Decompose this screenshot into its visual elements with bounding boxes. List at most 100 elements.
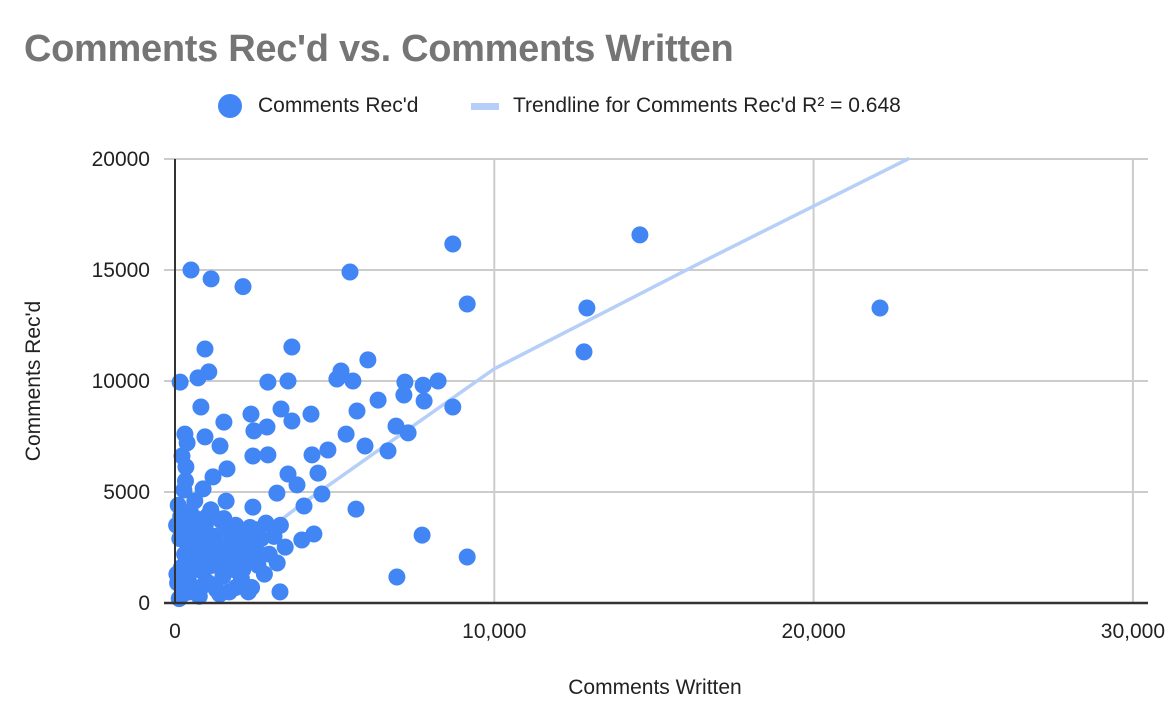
data-point[interactable] xyxy=(276,538,294,556)
data-point[interactable] xyxy=(444,398,462,416)
x-tick-label: 30,000 xyxy=(1101,620,1165,643)
y-tick-label: 10000 xyxy=(92,370,150,393)
data-point[interactable] xyxy=(341,263,359,281)
data-point[interactable] xyxy=(578,299,596,317)
data-point[interactable] xyxy=(279,372,297,390)
data-point[interactable] xyxy=(196,428,214,446)
data-point[interactable] xyxy=(239,583,257,601)
data-point[interactable] xyxy=(182,261,200,279)
data-point[interactable] xyxy=(194,480,212,498)
data-point[interactable] xyxy=(344,372,362,390)
data-point[interactable] xyxy=(211,585,229,603)
data-point[interactable] xyxy=(184,525,202,543)
axes xyxy=(164,159,1148,605)
data-point[interactable] xyxy=(217,492,235,510)
data-point[interactable] xyxy=(215,510,233,528)
data-point[interactable] xyxy=(198,507,216,525)
data-point[interactable] xyxy=(186,492,204,510)
chart-legend: Comments Rec'd Trendline for Comments Re… xyxy=(0,94,1176,124)
data-point[interactable] xyxy=(319,441,337,459)
y-tick-label: 5000 xyxy=(103,481,150,504)
data-point[interactable] xyxy=(356,437,374,455)
data-point[interactable] xyxy=(255,565,273,583)
y-axis-title: Comments Rec'd xyxy=(22,300,45,462)
data-point[interactable] xyxy=(347,500,365,518)
data-point[interactable] xyxy=(302,405,320,423)
data-point[interactable] xyxy=(202,270,220,288)
data-point[interactable] xyxy=(288,476,306,494)
data-point[interactable] xyxy=(271,583,289,601)
data-point[interactable] xyxy=(379,442,397,460)
data-point[interactable] xyxy=(207,545,225,563)
legend-item-series[interactable]: Comments Rec'd xyxy=(218,94,418,118)
data-point[interactable] xyxy=(268,484,286,502)
data-point[interactable] xyxy=(348,402,366,420)
data-point[interactable] xyxy=(413,526,431,544)
y-tick-label: 0 xyxy=(138,592,150,615)
data-point[interactable] xyxy=(395,386,413,404)
data-point[interactable] xyxy=(180,583,198,601)
data-point[interactable] xyxy=(309,464,327,482)
data-point[interactable] xyxy=(177,458,195,476)
data-point[interactable] xyxy=(258,418,276,436)
data-point[interactable] xyxy=(168,565,186,583)
data-point[interactable] xyxy=(196,340,214,358)
data-point[interactable] xyxy=(218,460,236,478)
data-point[interactable] xyxy=(234,278,252,296)
data-point[interactable] xyxy=(575,343,593,361)
data-point[interactable] xyxy=(195,576,213,594)
data-point[interactable] xyxy=(259,446,277,464)
data-point[interactable] xyxy=(234,561,252,579)
tick-labels: 0 5000 10000 15000 20000 0 10,000 20,000 30,000 xyxy=(92,148,1165,643)
data-point[interactable] xyxy=(388,568,406,586)
data-point[interactable] xyxy=(178,434,196,452)
data-point[interactable] xyxy=(337,425,355,443)
chart-title: Comments Rec'd vs. Comments Written xyxy=(24,28,734,70)
data-point[interactable] xyxy=(177,472,194,490)
data-point[interactable] xyxy=(190,541,208,559)
legend-trend-label: Trendline for Comments Rec'd R² = 0.648 xyxy=(513,94,901,117)
data-point[interactable] xyxy=(399,424,417,442)
data-point[interactable] xyxy=(313,485,331,503)
legend-item-trendline[interactable]: Trendline for Comments Rec'd R² = 0.648 xyxy=(471,94,901,118)
data-point[interactable] xyxy=(272,400,290,418)
data-point[interactable] xyxy=(268,554,286,572)
data-point[interactable] xyxy=(283,338,301,356)
data-point[interactable] xyxy=(871,299,889,317)
data-point[interactable] xyxy=(248,521,266,539)
data-point[interactable] xyxy=(369,391,387,409)
data-point[interactable] xyxy=(259,373,277,391)
data-point[interactable] xyxy=(271,516,289,534)
data-point[interactable] xyxy=(211,437,229,455)
data-point[interactable] xyxy=(224,541,242,559)
data-point[interactable] xyxy=(295,497,313,515)
legend-dot-icon xyxy=(218,94,242,118)
data-points xyxy=(168,226,889,608)
data-point[interactable] xyxy=(414,376,432,394)
data-point[interactable] xyxy=(283,412,301,430)
data-point[interactable] xyxy=(242,405,260,423)
data-point[interactable] xyxy=(293,531,311,549)
x-tick-label: 10,000 xyxy=(462,620,526,643)
data-point[interactable] xyxy=(429,372,447,390)
y-tick-label: 20000 xyxy=(92,148,150,171)
data-point[interactable] xyxy=(200,363,218,381)
data-point[interactable] xyxy=(251,545,269,563)
data-point[interactable] xyxy=(303,446,321,464)
data-point[interactable] xyxy=(244,498,262,516)
data-point[interactable] xyxy=(192,398,210,416)
data-point[interactable] xyxy=(458,548,476,566)
data-point[interactable] xyxy=(444,235,462,253)
data-point[interactable] xyxy=(415,392,433,410)
data-point[interactable] xyxy=(359,351,377,369)
data-point[interactable] xyxy=(244,447,262,465)
data-point[interactable] xyxy=(172,507,190,525)
data-point[interactable] xyxy=(332,362,350,380)
data-point[interactable] xyxy=(215,413,233,431)
data-point[interactable] xyxy=(458,295,476,313)
data-point[interactable] xyxy=(631,226,649,244)
data-point[interactable] xyxy=(204,468,222,486)
data-point[interactable] xyxy=(245,422,263,440)
data-point[interactable] xyxy=(396,373,414,391)
